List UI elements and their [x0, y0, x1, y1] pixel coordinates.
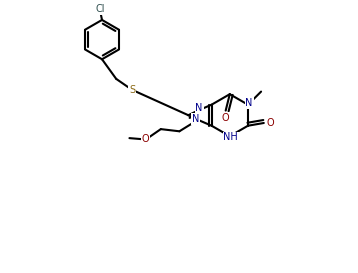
Text: NH: NH [223, 132, 238, 142]
Text: N: N [195, 103, 203, 113]
Text: O: O [222, 113, 229, 123]
Text: S: S [129, 85, 135, 95]
Text: O: O [267, 118, 275, 128]
Text: N: N [245, 98, 253, 108]
Text: Cl: Cl [96, 4, 105, 14]
Text: O: O [142, 135, 150, 144]
Text: N: N [192, 114, 199, 124]
